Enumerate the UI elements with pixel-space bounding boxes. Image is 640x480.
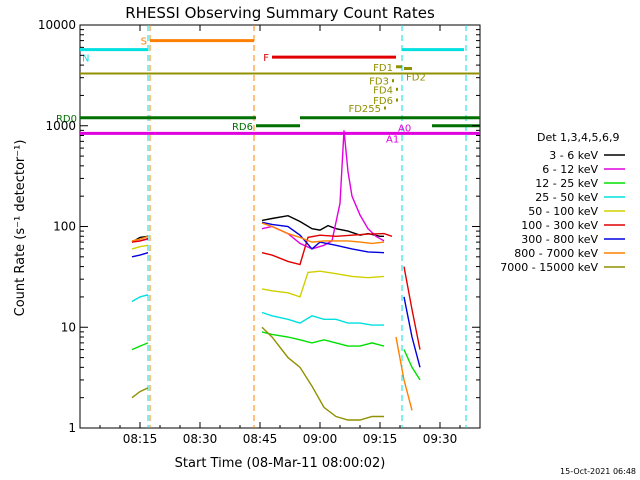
series-line-7-2 xyxy=(395,336,413,411)
flag-label-FD255: FD255 xyxy=(348,104,381,115)
x-tick-label-5: 09:30 xyxy=(423,432,458,446)
series-line-4-0 xyxy=(131,244,149,250)
flag-label-FD6: FD6 xyxy=(373,96,393,107)
y-axis-label: Count Rate (s⁻¹ detector⁻¹) xyxy=(13,140,28,317)
legend-label-3: 25 - 50 keV xyxy=(535,191,598,204)
legend-title: Det 1,3,4,5,6,9 xyxy=(537,131,620,144)
series-line-4-1 xyxy=(261,270,385,298)
x-axis-label: Start Time (08-Mar-11 08:00:02) xyxy=(175,456,386,471)
legend-label-8: 7000 - 15000 keV xyxy=(500,261,598,274)
legend-label-4: 50 - 100 keV xyxy=(528,205,598,218)
plot-area xyxy=(79,24,481,429)
flag-label-FD1: FD1 xyxy=(373,63,393,74)
series-line-6-1 xyxy=(261,221,385,254)
series-line-5-0 xyxy=(131,237,149,243)
y-tick-label-3: 1000 xyxy=(45,119,76,133)
flag-label-RD6: RD6 xyxy=(232,122,253,133)
x-tick-label-0: 08:15 xyxy=(123,432,158,446)
x-tick-label-3: 09:00 xyxy=(303,432,338,446)
y-tick-label-4: 10000 xyxy=(38,18,76,32)
series-line-1-1 xyxy=(261,130,385,250)
series-line-3-0 xyxy=(131,294,149,303)
series-line-5-1 xyxy=(261,232,393,266)
footer-timestamp: 15-Oct-2021 06:48 xyxy=(560,467,636,476)
series-line-8-0 xyxy=(131,387,149,399)
x-tick-label-4: 09:15 xyxy=(363,432,398,446)
series-line-7-0 xyxy=(131,235,149,242)
flag-label-A0: A0 xyxy=(398,123,411,134)
x-axis: 08:15 08:30 08:45 09:00 09:15 09:30 xyxy=(79,25,481,446)
plot-frame xyxy=(79,24,481,429)
flag-label-N: N xyxy=(82,54,89,65)
flag-label-A1: A1 xyxy=(386,135,399,146)
series-line-7-1 xyxy=(261,222,385,245)
flag-label-FD4: FD4 xyxy=(373,85,393,96)
series-line-3-1 xyxy=(261,311,384,326)
flag-label-RD0: RD0 xyxy=(56,114,77,125)
series-line-6-0 xyxy=(131,252,149,258)
y-axis: 1 10 100 1000 10000 xyxy=(38,18,480,435)
y-tick-label-1: 10 xyxy=(61,320,76,334)
legend-label-7: 800 - 7000 keV xyxy=(514,247,598,260)
legend-label-6: 300 - 800 keV xyxy=(521,233,598,246)
legend-label-5: 100 - 300 keV xyxy=(521,219,598,232)
series-line-2-0 xyxy=(131,342,149,351)
y-tick-label-0: 1 xyxy=(68,421,76,435)
series-line-5-2 xyxy=(403,266,421,350)
chart-title: RHESSI Observing Summary Count Rates xyxy=(125,4,435,22)
flag-label-F: F xyxy=(263,53,269,64)
legend-label-2: 12 - 25 keV xyxy=(535,177,598,190)
flag-label-FD3: FD3 xyxy=(369,77,389,88)
series-line-8-1 xyxy=(261,326,384,421)
flag-label-FD2: FD2 xyxy=(406,73,426,84)
x-tick-label-1: 08:30 xyxy=(183,432,218,446)
series-line-2-2 xyxy=(403,349,421,381)
y-tick-label-2: 100 xyxy=(53,220,76,234)
series-lines xyxy=(131,130,421,421)
flag-label-S: S xyxy=(141,37,147,48)
legend-label-0: 3 - 6 keV xyxy=(549,149,598,162)
legend-label-1: 6 - 12 keV xyxy=(542,163,598,176)
x-tick-label-2: 08:45 xyxy=(243,432,278,446)
series-line-6-2 xyxy=(403,296,421,368)
series-line-2-1 xyxy=(261,331,385,347)
